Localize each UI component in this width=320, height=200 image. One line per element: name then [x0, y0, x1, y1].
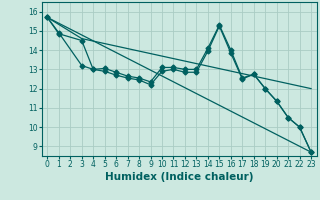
- X-axis label: Humidex (Indice chaleur): Humidex (Indice chaleur): [105, 172, 253, 182]
